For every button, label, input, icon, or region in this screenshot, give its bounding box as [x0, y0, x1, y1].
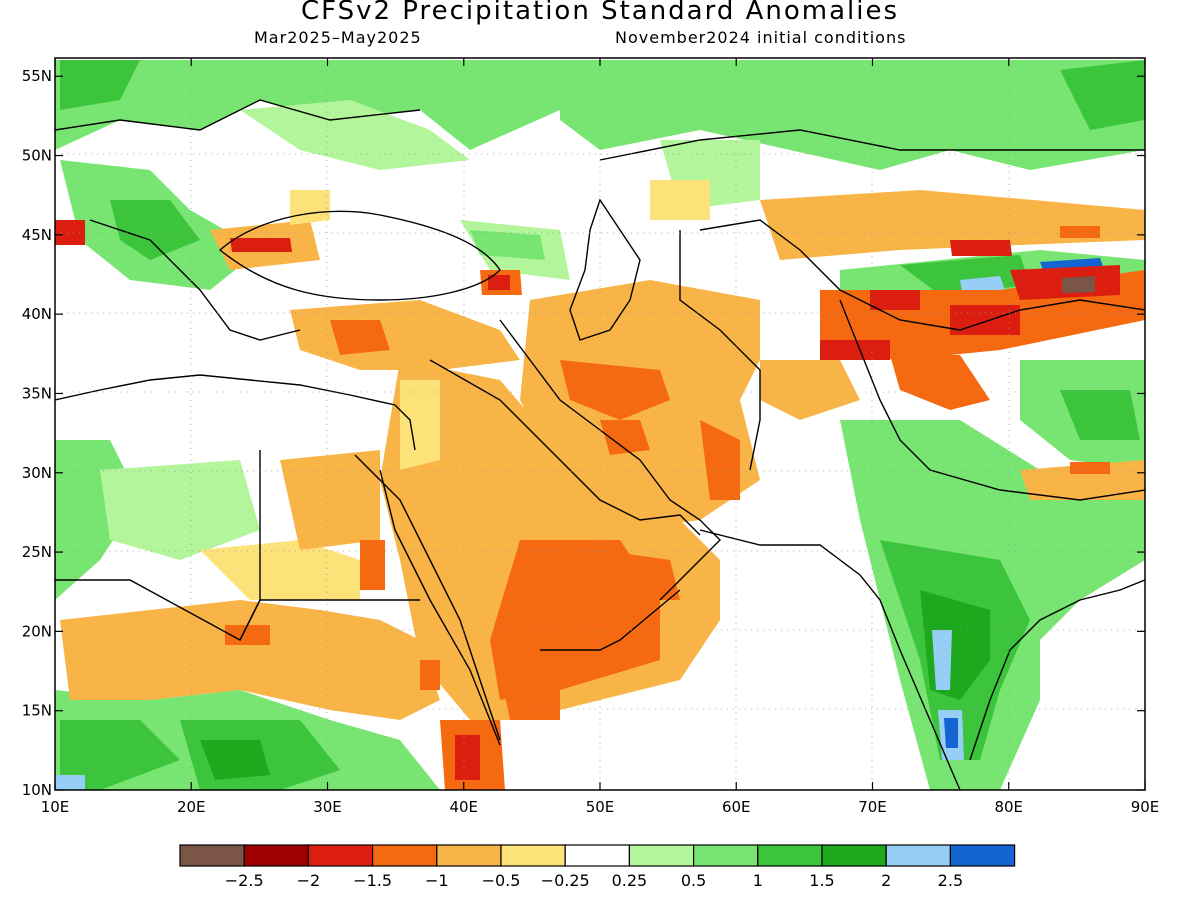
- colorbar-labels: −2.5 −2 −1.5 −1 −0.5 −0.25 0.25 0.5 1 1.5 2 2.5: [225, 871, 963, 890]
- map-title: CFSv2 Precipitation Standard Anomalies: [300, 0, 900, 26]
- colorbar-swatch: [757, 844, 823, 867]
- lon-label: 90E: [1131, 798, 1160, 816]
- lat-label: 10N: [22, 781, 52, 799]
- colorbar: [179, 844, 1016, 867]
- colorbar-label: −0.25: [541, 871, 590, 890]
- lon-label: 70E: [858, 798, 887, 816]
- colorbar-swatch: [179, 844, 245, 867]
- latitude-labels: 55N 50N 45N 40N 35N 30N 25N 20N 15N 10N: [22, 67, 52, 799]
- colorbar-label: 2: [881, 871, 891, 890]
- lat-label: 50N: [22, 147, 52, 165]
- lon-label: 60E: [722, 798, 751, 816]
- lat-label: 15N: [22, 702, 52, 720]
- colorbar-label: 1: [753, 871, 763, 890]
- lat-label: 40N: [22, 305, 52, 323]
- lat-label: 35N: [22, 384, 52, 402]
- colorbar-label: −2: [297, 871, 321, 890]
- colorbar-swatch: [885, 844, 952, 867]
- colorbar-swatch: [821, 844, 887, 867]
- anomaly-kazakh-band: [760, 190, 1145, 260]
- colorbar-swatch: [307, 844, 374, 867]
- colorbar-swatch: [564, 844, 631, 867]
- colorbar-swatch: [243, 844, 309, 867]
- colorbar-label: 1.5: [809, 871, 834, 890]
- colorbar-swatch: [949, 844, 1016, 867]
- anomaly-field: [55, 58, 1145, 790]
- colorbar-label: −0.5: [482, 871, 521, 890]
- lat-label: 55N: [22, 67, 52, 85]
- lat-label: 45N: [22, 226, 52, 244]
- lon-label: 20E: [177, 798, 206, 816]
- colorbar-label: 0.25: [612, 871, 648, 890]
- colorbar-swatch: [372, 844, 438, 867]
- anomaly-sahara: [60, 600, 440, 720]
- colorbar-label: −1.5: [353, 871, 392, 890]
- lon-label: 40E: [449, 798, 478, 816]
- lat-label: 20N: [22, 622, 52, 640]
- colorbar-label: 0.5: [681, 871, 706, 890]
- colorbar-label: −1: [425, 871, 449, 890]
- lat-label: 30N: [22, 464, 52, 482]
- colorbar-label: −2.5: [225, 871, 264, 890]
- lat-label: 25N: [22, 543, 52, 561]
- colorbar-swatch: [628, 844, 695, 867]
- axis-ticks: [54, 58, 1146, 791]
- colorbar-label: 2.5: [938, 871, 963, 890]
- anomaly-asia-north: [560, 60, 1145, 170]
- lon-label: 10E: [41, 798, 70, 816]
- colorbar-swatch: [692, 844, 759, 867]
- lon-label: 30E: [313, 798, 342, 816]
- colorbar-swatch: [436, 844, 502, 867]
- graticule: [55, 58, 1145, 790]
- lon-label: 80E: [994, 798, 1023, 816]
- colorbar-swatch: [500, 844, 566, 867]
- coastlines: [55, 99, 1145, 790]
- initial-conditions: November2024 initial conditions: [615, 28, 907, 47]
- lon-label: 50E: [586, 798, 615, 816]
- longitude-labels: 10E 20E 30E 40E 50E 60E 70E 80E 90E: [41, 798, 1160, 816]
- forecast-period: Mar2025–May2025: [254, 28, 422, 47]
